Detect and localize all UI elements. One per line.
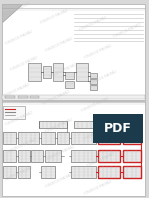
Text: FORUM DO MAGRÃO: FORUM DO MAGRÃO (44, 173, 73, 189)
Bar (90, 73, 97, 78)
Bar (98, 121, 120, 129)
Text: PDF: PDF (104, 122, 132, 135)
Bar (53, 63, 63, 81)
Bar (123, 150, 141, 162)
Bar (31, 150, 43, 162)
Bar (41, 166, 55, 178)
Bar (123, 121, 141, 129)
Text: FORUM DO MAGRÃO: FORUM DO MAGRÃO (5, 166, 34, 182)
Text: FORUM DO MAGRÃO: FORUM DO MAGRÃO (44, 36, 73, 53)
Bar (98, 166, 120, 178)
Bar (57, 132, 69, 144)
Text: FORUM DO MAGRÃO: FORUM DO MAGRÃO (5, 30, 34, 46)
Bar (18, 96, 28, 98)
Bar (3, 166, 16, 178)
Text: FORUM DO MAGRÃO: FORUM DO MAGRÃO (10, 56, 39, 72)
Bar (76, 63, 88, 81)
Bar (45, 150, 61, 162)
Text: FORUM DO MAGRÃO: FORUM DO MAGRÃO (79, 16, 107, 32)
Text: FORUM DO MAGRÃO: FORUM DO MAGRÃO (44, 117, 73, 134)
Text: FORUM DO MAGRÃO: FORUM DO MAGRÃO (84, 180, 112, 196)
Bar (5, 96, 15, 98)
Text: FORUM DO MAGRÃO: FORUM DO MAGRÃO (81, 97, 109, 113)
Bar (3, 106, 25, 119)
Bar (28, 63, 41, 81)
Text: FORUM DO MAGRÃO: FORUM DO MAGRÃO (84, 124, 112, 141)
Bar (18, 150, 30, 162)
Text: FORUM DO MAGRÃO: FORUM DO MAGRÃO (49, 63, 78, 79)
Bar (90, 79, 97, 84)
Text: FORUM DO MAGRÃO: FORUM DO MAGRÃO (2, 83, 31, 99)
Text: FORUM DO MAGRÃO: FORUM DO MAGRÃO (113, 23, 142, 39)
Bar (123, 166, 141, 178)
Bar (65, 81, 74, 88)
Bar (98, 132, 120, 144)
Text: FORUM DO MAGRÃO: FORUM DO MAGRÃO (47, 145, 76, 161)
Bar (71, 150, 96, 162)
Text: FORUM DO MAGRÃO: FORUM DO MAGRÃO (84, 43, 112, 59)
Bar (3, 150, 16, 162)
Bar (93, 114, 143, 143)
Text: FORUM DO MAGRÃO: FORUM DO MAGRÃO (2, 2, 31, 18)
Polygon shape (2, 4, 145, 100)
Bar (2, 95, 145, 99)
Text: FORUM DO MAGRÃO: FORUM DO MAGRÃO (89, 70, 117, 86)
Bar (43, 66, 51, 78)
Text: FORUM DO MAGRÃO: FORUM DO MAGRÃO (5, 110, 34, 127)
Polygon shape (2, 4, 22, 22)
Bar (39, 121, 67, 129)
Bar (18, 166, 30, 178)
Bar (18, 132, 39, 144)
Bar (30, 96, 39, 98)
Bar (2, 101, 145, 196)
Bar (74, 121, 95, 129)
Text: FORUM DO MAGRÃO: FORUM DO MAGRÃO (87, 152, 115, 168)
Text: FORUM DO MAGRÃO: FORUM DO MAGRÃO (41, 90, 70, 106)
Bar (123, 132, 141, 144)
Text: FORUM DO MAGRÃO: FORUM DO MAGRÃO (39, 9, 68, 25)
Bar (65, 72, 74, 79)
Bar (98, 150, 120, 162)
Bar (3, 132, 16, 144)
Bar (41, 132, 55, 144)
Bar (90, 85, 97, 90)
Text: FORUM DO MAGRÃO: FORUM DO MAGRÃO (8, 138, 37, 154)
Bar (71, 132, 96, 144)
Bar (71, 166, 96, 178)
